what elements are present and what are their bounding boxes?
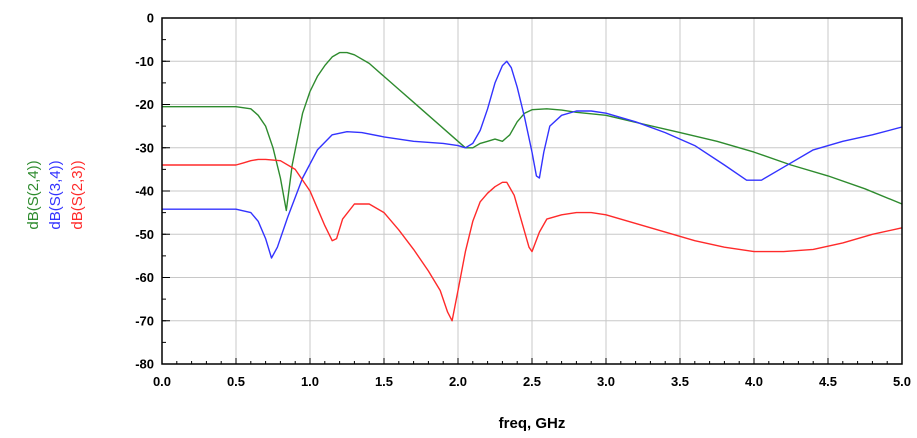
series-line-dB(S(3,4)): [162, 60, 903, 259]
y-tick-label: -10: [135, 54, 154, 69]
y-tick-label: -20: [135, 97, 154, 112]
y-tick-label: -80: [135, 357, 154, 372]
y-axis-label-entry: dB(S(2,3)): [69, 160, 86, 229]
x-axis-label: freq, GHz: [499, 415, 566, 432]
y-axis-label-entry: dB(S(2,4)): [25, 160, 42, 229]
x-tick-label: 2.5: [523, 374, 541, 389]
x-tick-label: 4.0: [745, 374, 763, 389]
x-tick-label: 2.0: [449, 374, 467, 389]
y-tick-label: 0: [147, 11, 154, 26]
y-tick-label: -50: [135, 227, 154, 242]
x-tick-label: 3.0: [597, 374, 615, 389]
x-tick-label: 1.5: [375, 374, 393, 389]
x-tick-label: 0.5: [227, 374, 245, 389]
x-tick-label: 4.5: [819, 374, 837, 389]
x-tick-label: 1.0: [301, 374, 319, 389]
series-layer: [162, 51, 903, 322]
series-line-dB(S(2,3)): [162, 158, 903, 322]
x-tick-label: 3.5: [671, 374, 689, 389]
y-axis-label-entry: dB(S(3,4)): [47, 160, 64, 229]
y-tick-label: -60: [135, 270, 154, 285]
y-tick-labels: 0 -10 -20 -30 -40 -50 -60 -70 -80: [135, 11, 154, 372]
tick-marks: [161, 17, 903, 365]
x-tick-labels: 0.0 0.5 1.0 1.5 2.0 2.5 3.0 3.5 4.0 4.5 5.0: [153, 374, 911, 389]
y-tick-label: -70: [135, 313, 154, 328]
y-tick-label: -40: [135, 184, 154, 199]
series-line-dB(S(2,4)): [162, 51, 903, 212]
grid-lines: [161, 17, 903, 365]
y-tick-label: -30: [135, 140, 154, 155]
x-tick-label: 5.0: [893, 374, 911, 389]
x-tick-label: 0.0: [153, 374, 171, 389]
